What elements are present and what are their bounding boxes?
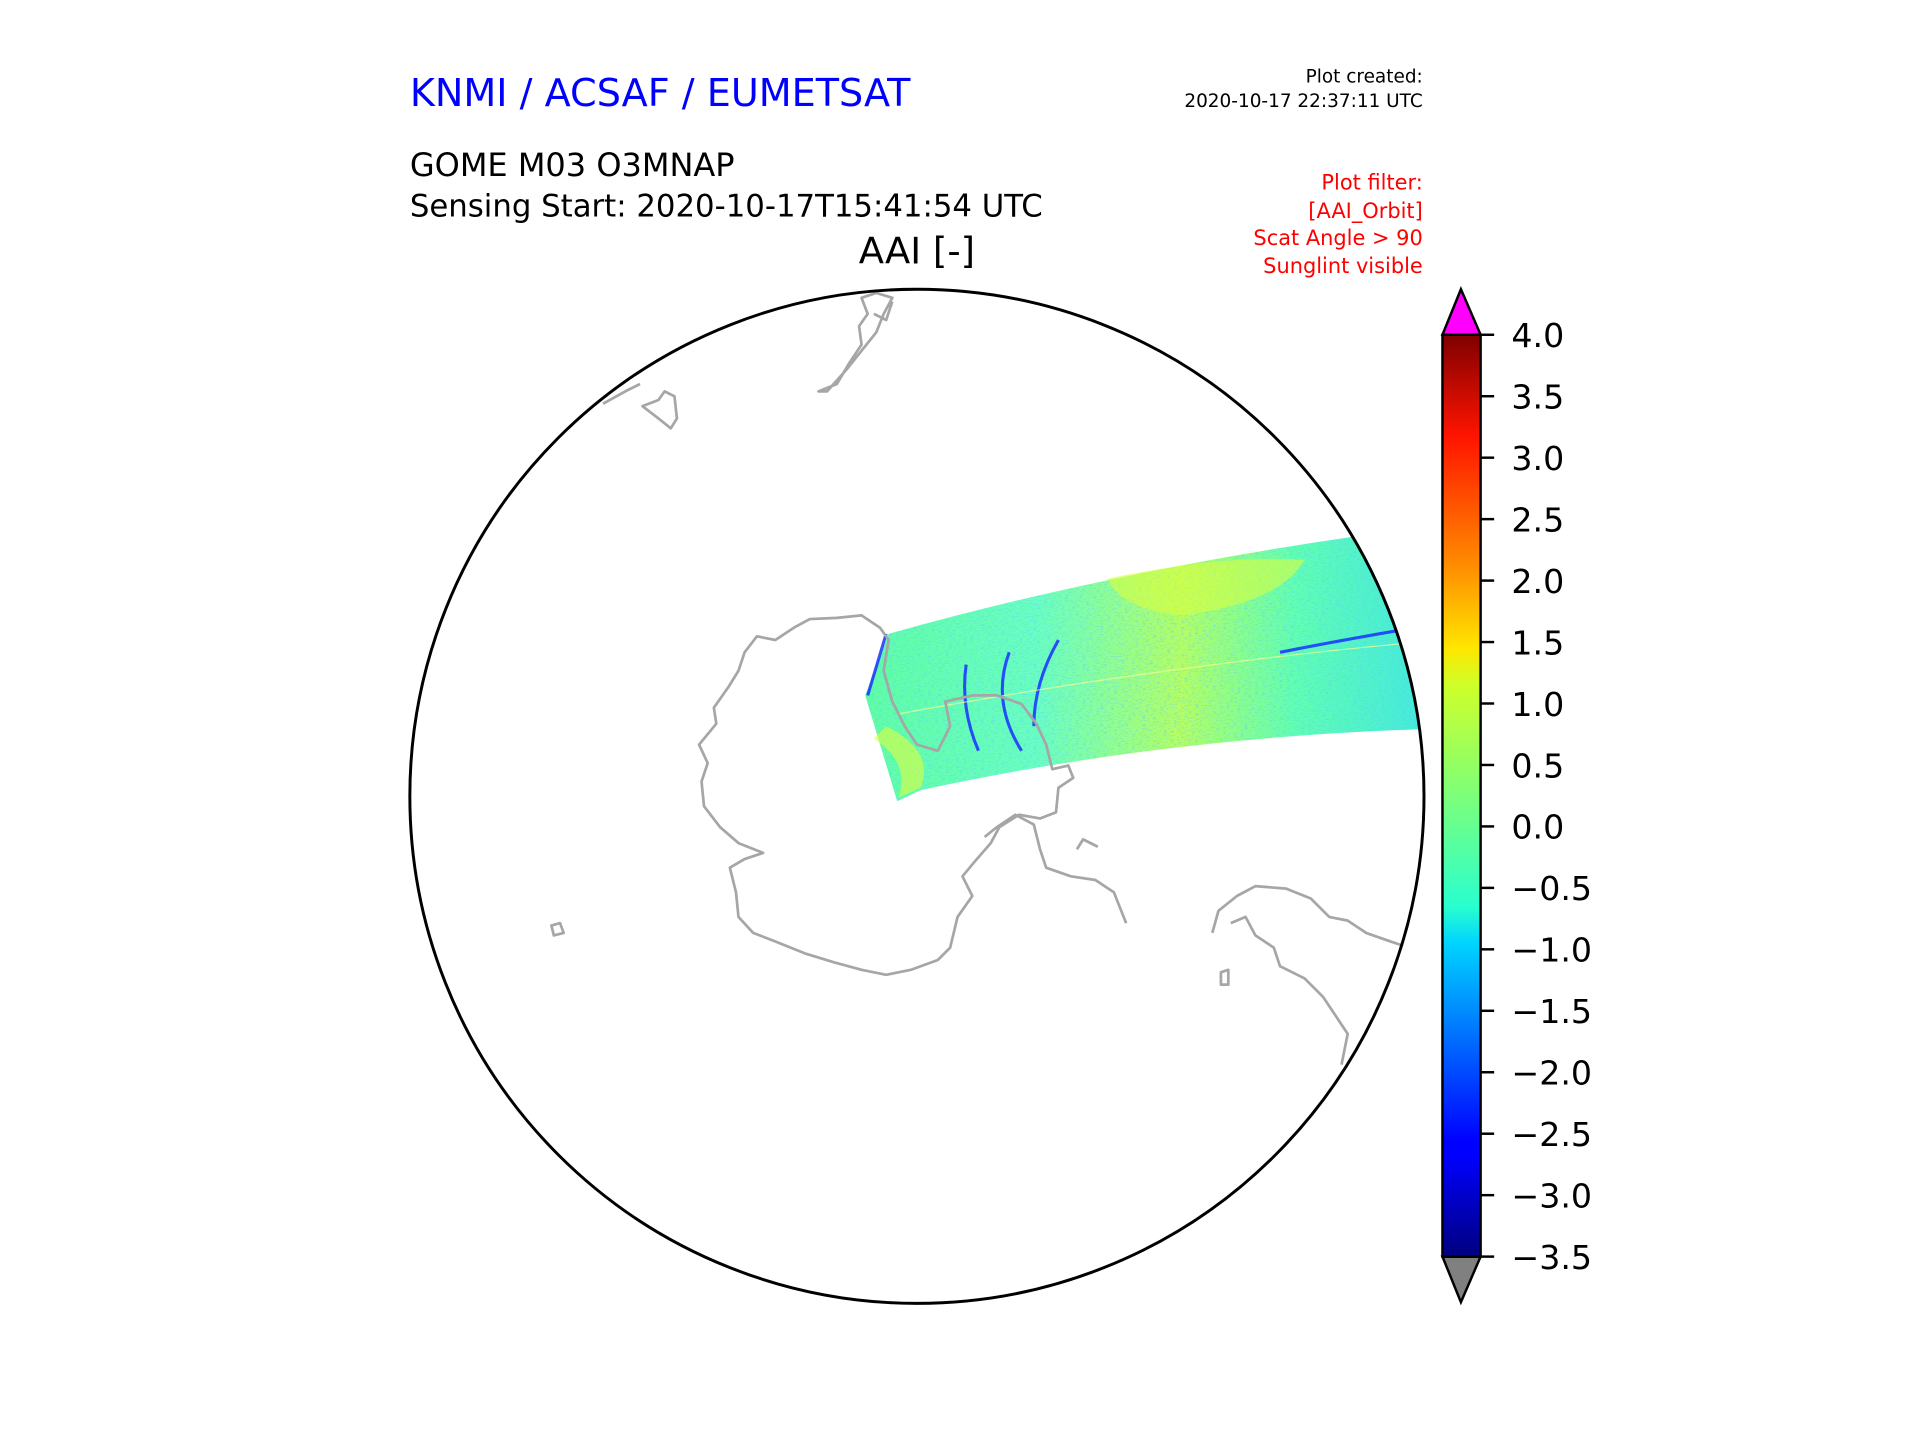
colorbar-tick-label: −2.0 (1511, 1054, 1592, 1093)
colorbar-tick-label: 3.0 (1511, 439, 1564, 478)
org-title: KNMI / ACSAF / EUMETSAT (410, 71, 911, 115)
colorbar-tick-label: −1.5 (1511, 992, 1592, 1031)
plot-created-label: Plot created: (1306, 66, 1423, 87)
colorbar-tick-label: −0.5 (1511, 869, 1592, 908)
plot-filter: Plot filter: [AAI_Orbit] Scat Angle > 90… (1253, 171, 1422, 279)
filter-line: Plot filter: (1321, 171, 1422, 195)
coastline-south-america (1211, 884, 1410, 1065)
coastline-antarctica (697, 614, 1075, 977)
colorbar: 4.0 3.5 3.0 2.5 2.0 1.5 1.0 0.5 0.0 −0.5 −1.0 −1.5 −… (1440, 286, 1592, 1306)
colorbar-tick-label: 1.5 (1511, 623, 1564, 662)
map-area (550, 291, 1424, 1065)
coastline-new-zealand (817, 291, 894, 393)
aai-swath (865, 529, 1424, 802)
coastline-small-island (550, 921, 1230, 986)
coastlines (550, 291, 1410, 1065)
plot-created-value: 2020-10-17 22:37:11 UTC (1184, 91, 1422, 112)
product-title: GOME M03 O3MNAP (410, 146, 735, 184)
map-title: AAI [-] (859, 229, 975, 272)
filter-line: Sunglint visible (1263, 254, 1423, 278)
sensing-start: Sensing Start: 2020-10-17T15:41:54 UTC (410, 189, 1043, 225)
colorbar-tick-label: 0.0 (1511, 808, 1564, 847)
colorbar-tick-label: −3.0 (1511, 1176, 1592, 1215)
colorbar-tick-label: 0.5 (1511, 746, 1564, 785)
colorbar-tick-label: 3.5 (1511, 378, 1564, 417)
colorbar-tick-label: −1.0 (1511, 931, 1592, 970)
map-boundary (408, 287, 1426, 1305)
colorbar-tick-label: −3.5 (1511, 1238, 1592, 1277)
colorbar-over-triangle (1440, 286, 1483, 336)
coastline-peninsula (983, 813, 1128, 924)
colorbar-tick-label: 2.0 (1511, 562, 1564, 601)
colorbar-gradient (1441, 333, 1482, 1258)
filter-line: Scat Angle > 90 (1253, 226, 1422, 250)
filter-line: [AAI_Orbit] (1308, 199, 1422, 223)
coastline-island (602, 382, 679, 430)
colorbar-tick-label: 4.0 (1511, 316, 1564, 355)
colorbar-tick-label: 1.0 (1511, 685, 1564, 724)
colorbar-tick-label: 2.5 (1511, 500, 1564, 539)
colorbar-tick-label: −2.5 (1511, 1115, 1592, 1154)
colorbar-under-triangle (1440, 1255, 1483, 1306)
